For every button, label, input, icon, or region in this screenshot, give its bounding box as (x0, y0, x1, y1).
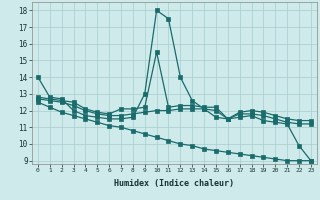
X-axis label: Humidex (Indice chaleur): Humidex (Indice chaleur) (115, 179, 234, 188)
